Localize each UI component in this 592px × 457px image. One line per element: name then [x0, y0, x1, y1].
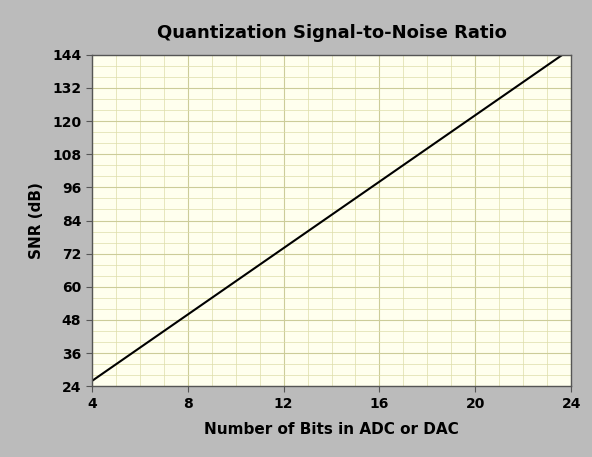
Y-axis label: SNR (dB): SNR (dB): [29, 182, 44, 259]
Title: Quantization Signal-to-Noise Ratio: Quantization Signal-to-Noise Ratio: [156, 24, 507, 42]
X-axis label: Number of Bits in ADC or DAC: Number of Bits in ADC or DAC: [204, 422, 459, 437]
